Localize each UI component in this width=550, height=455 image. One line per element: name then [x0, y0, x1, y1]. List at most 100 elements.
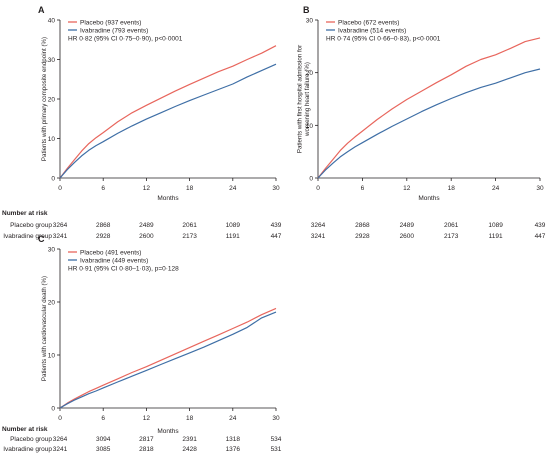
- y-tick-label: 0: [309, 176, 313, 183]
- risk-value: 531: [271, 446, 282, 453]
- y-tick-label: 40: [48, 18, 56, 25]
- chart-panel-a: A 0 10 20 30 40 0 6 12 18 24 30 Months Patients with …: [2, 5, 282, 240]
- risk-value: 2928: [355, 233, 370, 240]
- x-tick-label: 30: [536, 185, 544, 192]
- panel-letter: C: [38, 234, 45, 244]
- risk-value: 3094: [96, 436, 111, 443]
- x-tick-label: 18: [186, 415, 194, 422]
- series-line-ivabradine: [317, 68, 541, 179]
- y-tick-label: 10: [306, 123, 314, 130]
- risk-row-label: Ivabradine group: [3, 233, 52, 240]
- risk-value: 2173: [182, 233, 197, 240]
- y-tick-label: 0: [51, 406, 55, 413]
- risk-value: 2600: [400, 233, 415, 240]
- x-tick-label: 6: [361, 185, 365, 192]
- legend-label-ivabradine: Ivabradine (514 events): [338, 27, 406, 34]
- x-tick-label: 30: [272, 415, 280, 422]
- x-tick-label: 0: [58, 185, 62, 192]
- legend-label-ivabradine: Ivabradine (449 events): [80, 257, 148, 264]
- chart-panel-b: B 0 10 20 30 0 6 12 18 24 30 Months Patients with fi…: [297, 5, 546, 240]
- risk-value: 3241: [53, 233, 68, 240]
- risk-value: 3264: [311, 222, 326, 229]
- x-tick-label: 6: [101, 185, 105, 192]
- risk-value: 3264: [53, 222, 68, 229]
- series-line-placebo: [59, 45, 277, 179]
- x-tick-label: 6: [101, 415, 105, 422]
- risk-value: 2061: [182, 222, 197, 229]
- x-tick-label: 18: [186, 185, 194, 192]
- risk-value: 439: [535, 222, 546, 229]
- y-axis-label: Patients with primary composite endpoint…: [41, 37, 48, 161]
- y-tick-label: 30: [306, 18, 314, 25]
- risk-value: 2061: [444, 222, 459, 229]
- risk-table-title: Number at risk: [2, 426, 48, 433]
- x-tick-label: 12: [403, 185, 411, 192]
- x-tick-label: 18: [448, 185, 456, 192]
- risk-value: 534: [271, 436, 282, 443]
- hazard-ratio-text: HR 0·74 (95% CI 0·66–0·83), p<0·0001: [326, 36, 441, 43]
- series-line-placebo: [59, 307, 277, 409]
- x-tick-label: 12: [143, 415, 151, 422]
- panel-letter: A: [38, 5, 45, 15]
- hazard-ratio-text: HR 0·82 (95% CI 0·75–0·90), p<0·0001: [68, 36, 183, 43]
- y-tick-label: 10: [48, 353, 56, 360]
- series-line-ivabradine: [59, 311, 277, 409]
- risk-value: 447: [535, 233, 546, 240]
- x-tick-label: 12: [143, 185, 151, 192]
- risk-value: 2868: [355, 222, 370, 229]
- risk-value: 2928: [96, 233, 111, 240]
- risk-value: 3241: [311, 233, 326, 240]
- x-axis-label: Months: [418, 195, 440, 202]
- risk-value: 2428: [182, 446, 197, 453]
- risk-value: 1376: [226, 446, 241, 453]
- risk-value: 2391: [182, 436, 197, 443]
- y-tick-label: 0: [51, 176, 55, 183]
- risk-row-label: Ivabradine group: [3, 446, 52, 453]
- risk-value: 1089: [488, 222, 503, 229]
- risk-value: 2818: [139, 446, 154, 453]
- x-tick-label: 24: [492, 185, 500, 192]
- risk-value: 2817: [139, 436, 154, 443]
- risk-table-title: Number at risk: [2, 210, 48, 217]
- series-line-placebo: [317, 37, 541, 179]
- risk-value: 2489: [400, 222, 415, 229]
- x-tick-label: 24: [229, 415, 237, 422]
- x-axis-label: Months: [157, 195, 179, 202]
- risk-value: 1089: [226, 222, 241, 229]
- y-tick-label: 30: [48, 57, 56, 64]
- panel-letter: B: [303, 5, 310, 15]
- risk-row-label: Placebo group: [10, 222, 52, 229]
- y-axis-label: Patients with first hospital admission f…: [297, 45, 312, 153]
- x-tick-label: 0: [316, 185, 320, 192]
- risk-value: 1191: [226, 233, 240, 240]
- y-tick-label: 20: [48, 97, 56, 104]
- series-line-ivabradine: [59, 63, 277, 179]
- risk-value: 1318: [226, 436, 241, 443]
- y-tick-label: 10: [48, 136, 56, 143]
- risk-value: 1191: [489, 233, 503, 240]
- y-tick-label: 30: [48, 247, 56, 254]
- risk-value: 3241: [53, 446, 68, 453]
- legend-label-placebo: Placebo (491 events): [80, 249, 141, 256]
- risk-value: 2600: [139, 233, 154, 240]
- risk-value: 2868: [96, 222, 111, 229]
- risk-row-label: Placebo group: [10, 436, 52, 443]
- y-tick-label: 20: [306, 70, 314, 77]
- x-tick-label: 30: [272, 185, 280, 192]
- risk-value: 2173: [444, 233, 459, 240]
- hazard-ratio-text: HR 0·91 (95% CI 0·80–1·03), p=0·128: [68, 266, 179, 273]
- risk-value: 439: [271, 222, 282, 229]
- y-axis-label: Patients with cardiovascular death (%): [41, 276, 48, 381]
- chart-panel-c: C 0 10 20 30 0 6 12 18 24 30 Months Patients with ca…: [2, 234, 282, 453]
- legend-label-placebo: Placebo (672 events): [338, 19, 399, 26]
- risk-value: 2489: [139, 222, 154, 229]
- y-tick-label: 20: [48, 300, 56, 307]
- risk-value: 447: [271, 233, 282, 240]
- legend-label-ivabradine: Ivabradine (793 events): [80, 27, 148, 34]
- x-axis-label: Months: [157, 428, 179, 435]
- risk-value: 3264: [53, 436, 68, 443]
- x-tick-label: 0: [58, 415, 62, 422]
- legend-label-placebo: Placebo (937 events): [80, 19, 141, 26]
- x-tick-label: 24: [229, 185, 237, 192]
